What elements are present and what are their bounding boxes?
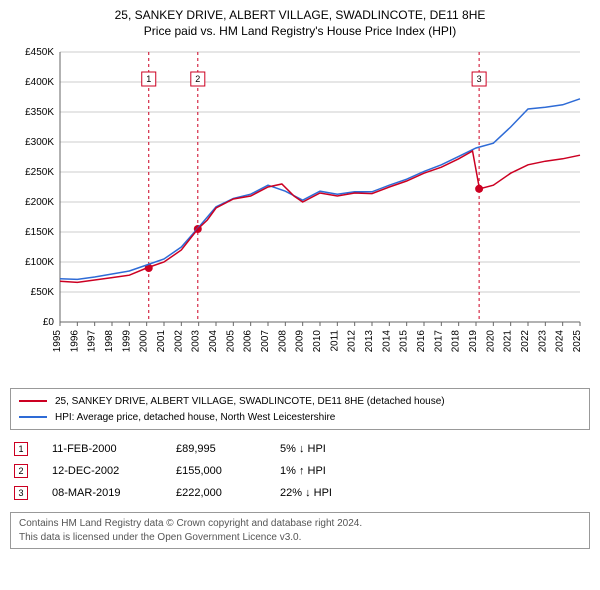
x-tick-label: 1995 bbox=[52, 330, 63, 353]
series-line bbox=[60, 99, 580, 280]
x-tick-label: 2022 bbox=[520, 330, 531, 353]
event-marker-number: 3 bbox=[477, 74, 482, 84]
events-table: 1 11-FEB-2000 £89,995 5% ↓ HPI 2 12-DEC-2002 £… bbox=[10, 438, 590, 504]
series-line bbox=[60, 151, 580, 282]
event-number-box: 2 bbox=[14, 464, 28, 478]
event-date: 08-MAR-2019 bbox=[52, 487, 152, 499]
plot-area: £0 £50K £100K £150K £200K £250K £300K £350K £400… bbox=[10, 42, 590, 382]
y-tick-label: £200K bbox=[25, 197, 54, 208]
event-date: 12-DEC-2002 bbox=[52, 465, 152, 477]
y-tick-label: £0 bbox=[43, 317, 55, 328]
footnote-line-1: Contains HM Land Registry data © Crown c… bbox=[19, 517, 581, 531]
x-tick-label: 2002 bbox=[173, 330, 184, 353]
x-tick-label: 2013 bbox=[364, 330, 375, 353]
x-tick-label: 2010 bbox=[312, 330, 323, 353]
x-tick-label: 2007 bbox=[260, 330, 271, 353]
event-date: 11-FEB-2000 bbox=[52, 443, 152, 455]
x-tick-label: 2019 bbox=[468, 330, 479, 353]
line-chart-svg: £0 £50K £100K £150K £200K £250K £300K £350K £400… bbox=[10, 42, 590, 382]
event-delta: 1% ↑ HPI bbox=[280, 465, 370, 477]
y-tick-label: £50K bbox=[31, 287, 55, 298]
event-marker-number: 2 bbox=[195, 74, 200, 84]
chart-container: 25, SANKEY DRIVE, ALBERT VILLAGE, SWADLI… bbox=[0, 0, 600, 555]
x-tick-label: 1999 bbox=[121, 330, 132, 353]
event-price: £222,000 bbox=[176, 487, 256, 499]
x-tick-label: 2003 bbox=[191, 330, 202, 353]
x-tick-label: 1996 bbox=[69, 330, 80, 353]
x-tick-label: 2021 bbox=[503, 330, 514, 353]
x-tick-label: 2020 bbox=[485, 330, 496, 353]
legend-row: 25, SANKEY DRIVE, ALBERT VILLAGE, SWADLI… bbox=[19, 393, 581, 409]
legend-swatch bbox=[19, 416, 47, 418]
y-tick-label: £150K bbox=[25, 227, 54, 238]
x-tick-label: 2015 bbox=[399, 330, 410, 353]
x-tick-label: 2011 bbox=[329, 330, 340, 352]
x-tick-label: 2006 bbox=[243, 330, 254, 353]
x-tick-label: 1997 bbox=[87, 330, 98, 353]
legend-swatch bbox=[19, 400, 47, 402]
y-tick-label: £250K bbox=[25, 167, 54, 178]
x-tick-label: 2005 bbox=[225, 330, 236, 353]
x-tick-label: 1998 bbox=[104, 330, 115, 353]
event-price: £155,000 bbox=[176, 465, 256, 477]
event-row: 3 08-MAR-2019 £222,000 22% ↓ HPI bbox=[10, 482, 590, 504]
x-tick-label: 2023 bbox=[537, 330, 548, 353]
legend-row: HPI: Average price, detached house, Nort… bbox=[19, 409, 581, 425]
x-tick-label: 2014 bbox=[381, 330, 392, 353]
chart-subtitle: Price paid vs. HM Land Registry's House … bbox=[10, 24, 590, 38]
event-number-box: 3 bbox=[14, 486, 28, 500]
event-number-box: 1 bbox=[14, 442, 28, 456]
y-tick-label: £400K bbox=[25, 77, 54, 88]
legend-label: 25, SANKEY DRIVE, ALBERT VILLAGE, SWADLI… bbox=[55, 396, 445, 407]
x-tick-label: 2016 bbox=[416, 330, 427, 353]
x-tick-label: 2000 bbox=[139, 330, 150, 353]
x-tick-label: 2012 bbox=[347, 330, 358, 353]
event-price: £89,995 bbox=[176, 443, 256, 455]
footnote-line-2: This data is licensed under the Open Gov… bbox=[19, 531, 581, 545]
x-tick-label: 2017 bbox=[433, 330, 444, 353]
y-tick-label: £100K bbox=[25, 257, 54, 268]
x-tick-label: 2004 bbox=[208, 330, 219, 353]
event-delta: 22% ↓ HPI bbox=[280, 487, 370, 499]
y-tick-label: £350K bbox=[25, 107, 54, 118]
chart-title: 25, SANKEY DRIVE, ALBERT VILLAGE, SWADLI… bbox=[10, 8, 590, 22]
y-tick-label: £300K bbox=[25, 137, 54, 148]
x-tick-label: 2009 bbox=[295, 330, 306, 353]
y-tick-label: £450K bbox=[25, 47, 54, 58]
x-tick-label: 2018 bbox=[451, 330, 462, 353]
x-tick-label: 2024 bbox=[555, 330, 566, 353]
series-legend: 25, SANKEY DRIVE, ALBERT VILLAGE, SWADLI… bbox=[10, 388, 590, 430]
x-tick-label: 2008 bbox=[277, 330, 288, 353]
legend-label: HPI: Average price, detached house, Nort… bbox=[55, 412, 335, 423]
attribution-footnote: Contains HM Land Registry data © Crown c… bbox=[10, 512, 590, 549]
x-tick-label: 2001 bbox=[156, 330, 167, 353]
event-row: 1 11-FEB-2000 £89,995 5% ↓ HPI bbox=[10, 438, 590, 460]
event-marker-number: 1 bbox=[146, 74, 151, 84]
x-tick-label: 2025 bbox=[572, 330, 583, 353]
event-row: 2 12-DEC-2002 £155,000 1% ↑ HPI bbox=[10, 460, 590, 482]
chart-titles: 25, SANKEY DRIVE, ALBERT VILLAGE, SWADLI… bbox=[10, 8, 590, 38]
event-delta: 5% ↓ HPI bbox=[280, 443, 370, 455]
